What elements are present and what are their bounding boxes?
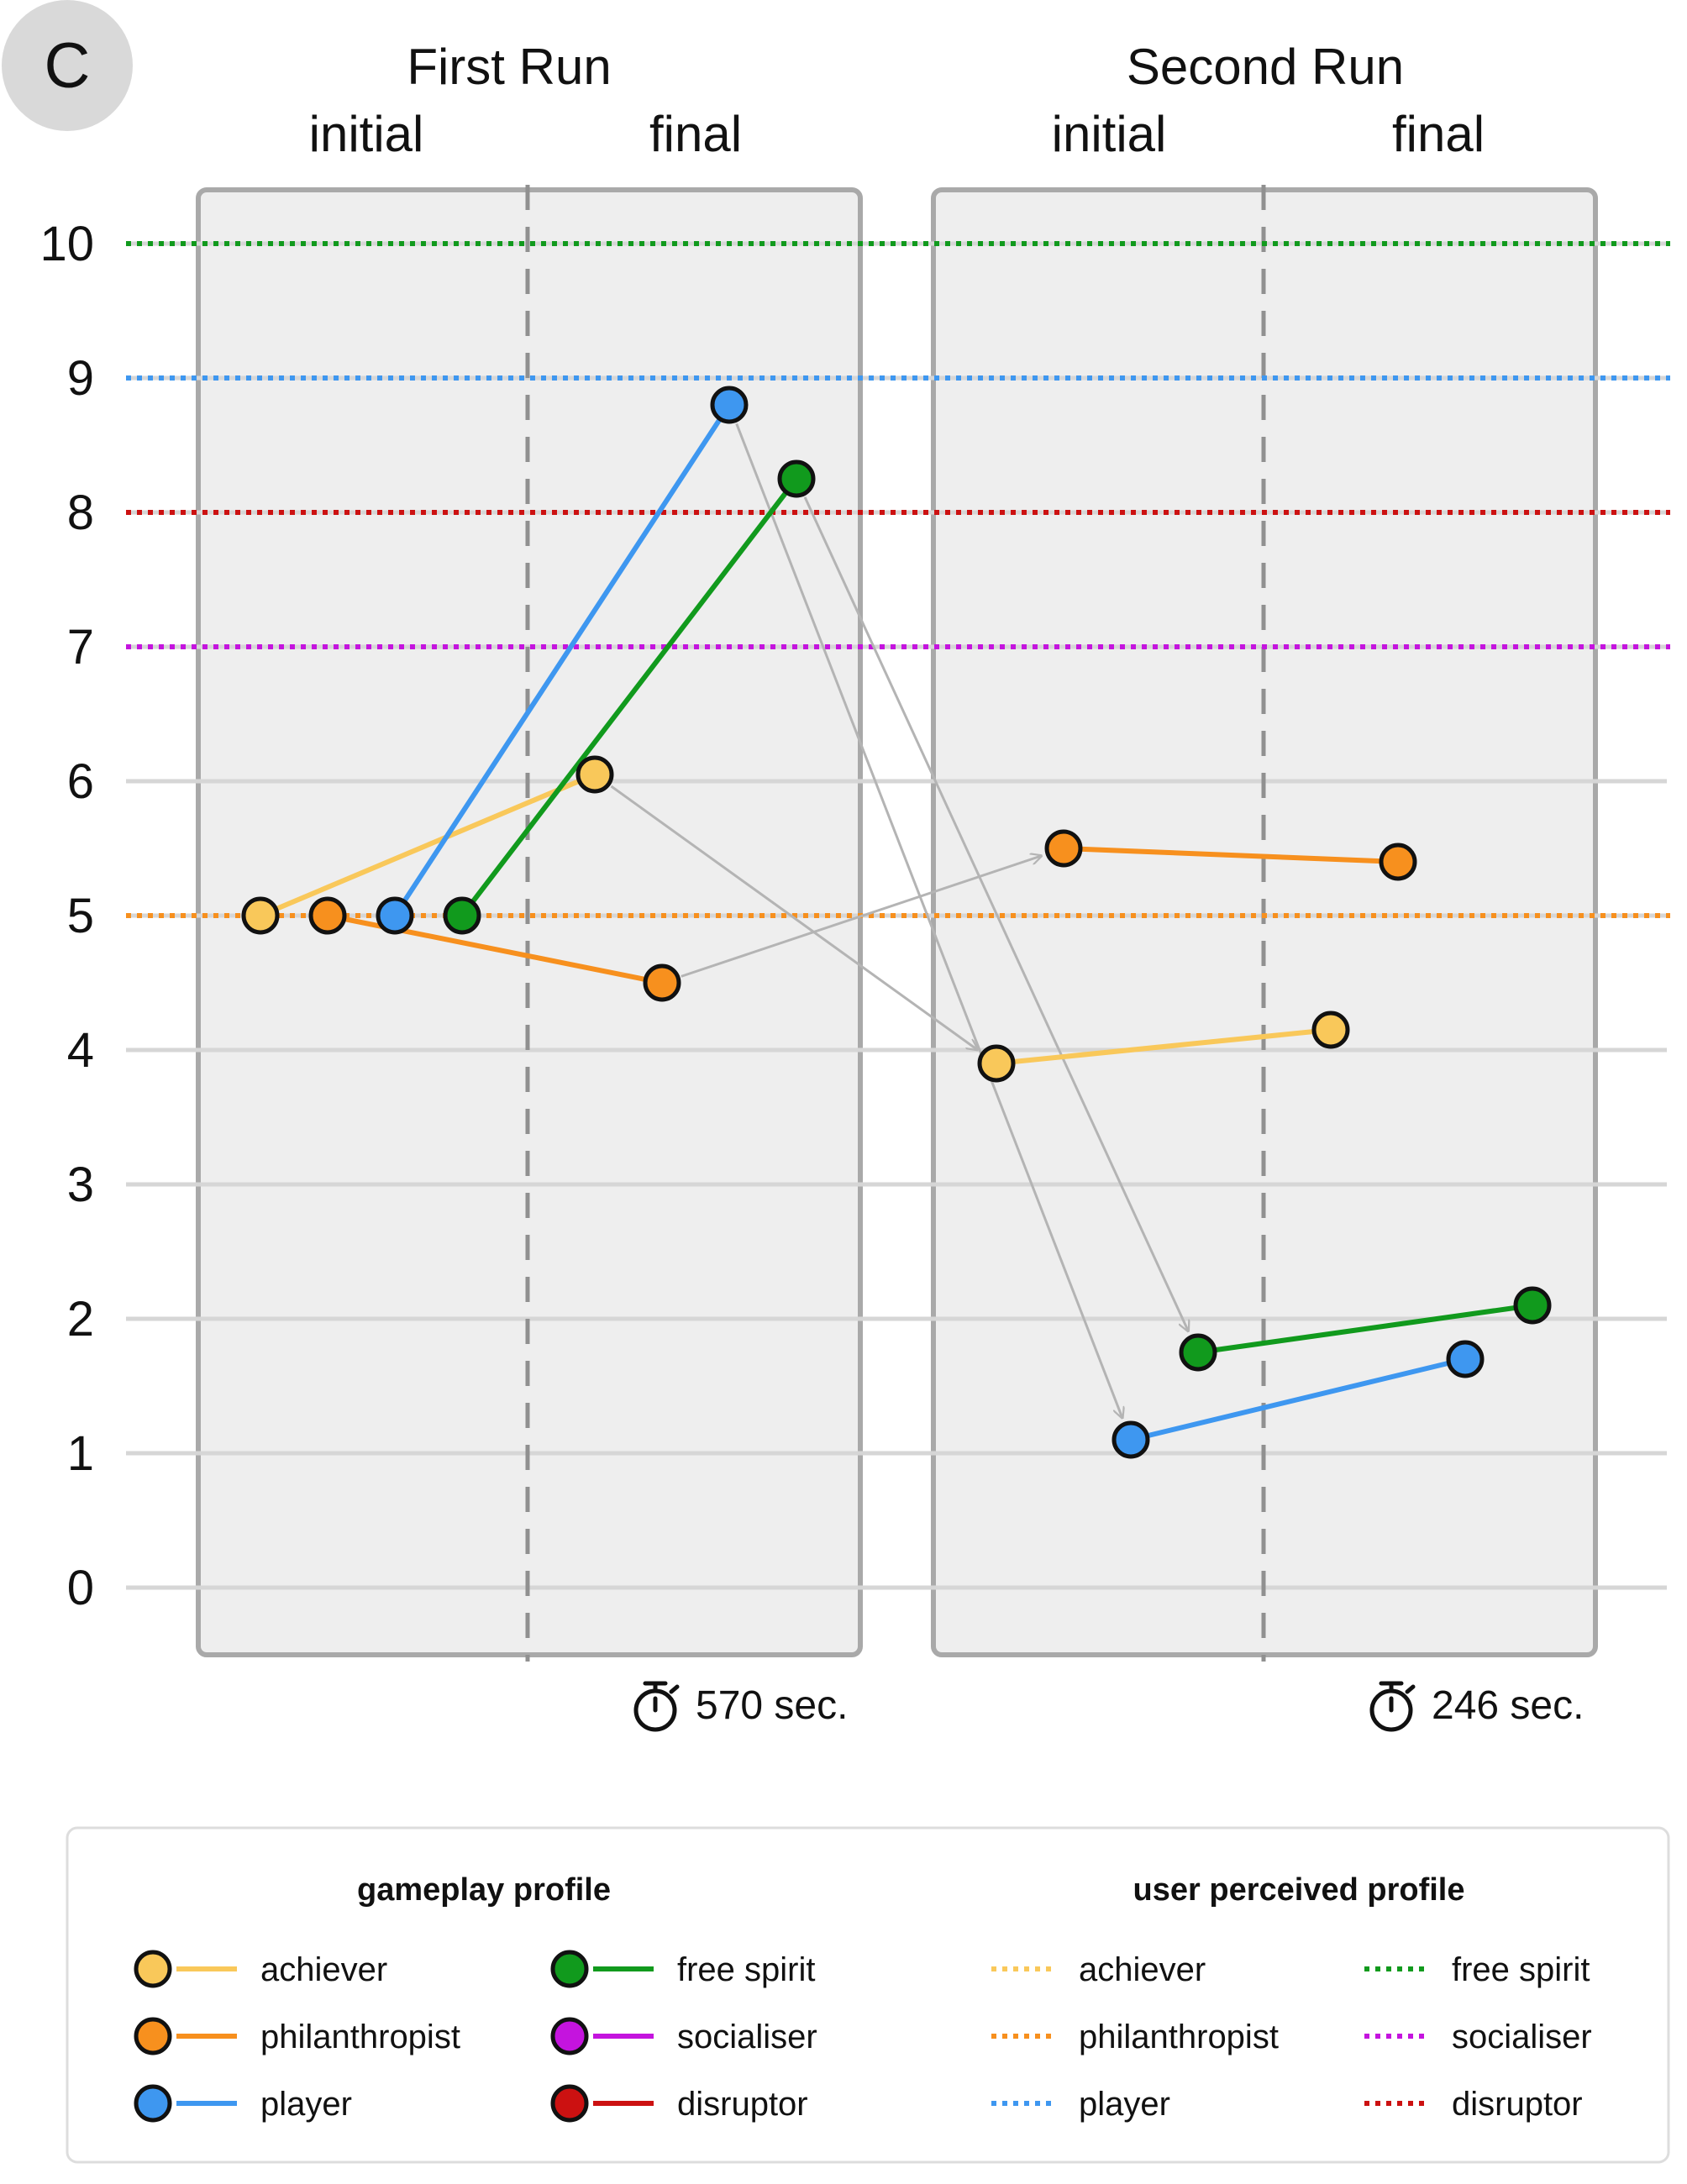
legend-gameplay-free-spirit-marker: [553, 1952, 586, 1986]
run1-final-achiever-point: [578, 758, 612, 791]
run2-final-player-point: [1448, 1342, 1482, 1376]
second-run-duration-text: 246 sec.: [1432, 1683, 1584, 1728]
y-tick-6: 6: [67, 754, 94, 809]
legend-perceived-philanthropist-label: philanthropist: [1079, 2019, 1279, 2055]
run1-initial-player-point: [378, 899, 412, 932]
run1-initial-free-spirit-point: [445, 899, 479, 932]
first-run-duration: 570 sec.: [636, 1683, 848, 1730]
run1-initial-philanthropist-point: [311, 899, 344, 932]
legend-gameplay-free-spirit-label: free spirit: [677, 1951, 816, 1988]
legend-gameplay-disruptor-marker: [553, 2087, 586, 2120]
run1-initial-achiever-point: [244, 899, 277, 932]
y-tick-7: 7: [67, 620, 94, 675]
y-tick-0: 0: [67, 1561, 94, 1615]
legend-perceived-player-label: player: [1079, 2086, 1170, 2123]
legend-gameplay-philanthropist-marker: [136, 2019, 170, 2053]
legend-perceived-socialiser-label: socialiser: [1452, 2019, 1592, 2055]
second-run-final-label: final: [1392, 106, 1485, 162]
y-tick-4: 4: [67, 1023, 94, 1078]
run1-final-philanthropist-point: [645, 966, 679, 1000]
first-run-duration-text: 570 sec.: [696, 1683, 848, 1728]
legend-gameplay-achiever-marker: [136, 1952, 170, 1986]
run2-final-philanthropist-point: [1381, 845, 1415, 879]
run2-initial-achiever-point: [980, 1047, 1013, 1080]
y-tick-2: 2: [67, 1292, 94, 1347]
stopwatch-icon: [636, 1683, 677, 1730]
second-run-title: Second Run: [1127, 39, 1404, 95]
legend-gameplay-philanthropist-label: philanthropist: [260, 2019, 460, 2055]
second-run-duration: 246 sec.: [1372, 1683, 1584, 1730]
run1-final-free-spirit-point: [780, 462, 813, 496]
legend-gameplay-player-marker: [136, 2087, 170, 2120]
legend-gameplay-achiever-label: achiever: [260, 1951, 387, 1988]
run2-initial-free-spirit-point: [1181, 1336, 1215, 1369]
first-run-final-label: final: [649, 106, 742, 162]
y-tick-1: 1: [67, 1426, 94, 1481]
first-run-initial-label: initial: [309, 106, 424, 162]
second-run-initial-label: initial: [1052, 106, 1167, 162]
legend-gameplay-disruptor-label: disruptor: [677, 2086, 808, 2123]
y-axis-ticks: 0 1 2 3 4 5 6 7 8 9 10: [39, 217, 94, 1615]
legend: gameplay profile user perceived profile …: [67, 1828, 1669, 2162]
legend-perceived-disruptor-label: disruptor: [1452, 2086, 1583, 2123]
first-run-title: First Run: [407, 39, 611, 95]
y-tick-5: 5: [67, 889, 94, 943]
legend-perceived-achiever-label: achiever: [1079, 1951, 1206, 1988]
legend-perceived-title: user perceived profile: [1133, 1872, 1465, 1908]
legend-gameplay-socialiser-marker: [553, 2019, 586, 2053]
y-tick-9: 9: [67, 351, 94, 406]
stopwatch-icon: [1372, 1683, 1413, 1730]
run2-initial-philanthropist-point: [1047, 832, 1080, 865]
legend-gameplay-socialiser-label: socialiser: [677, 2019, 817, 2055]
panel-badge: C: [2, 0, 133, 131]
y-tick-8: 8: [67, 486, 94, 540]
run2-initial-player-point: [1114, 1423, 1148, 1457]
legend-perceived-free-spirit-label: free spirit: [1452, 1951, 1590, 1988]
run1-final-player-point: [712, 388, 746, 422]
y-tick-3: 3: [67, 1158, 94, 1212]
legend-gameplay-title: gameplay profile: [357, 1872, 611, 1908]
run2-final-free-spirit-point: [1516, 1289, 1549, 1322]
panel-letter: C: [45, 30, 91, 102]
legend-gameplay-player-label: player: [260, 2086, 352, 2123]
run2-final-achiever-point: [1314, 1013, 1348, 1047]
y-tick-10: 10: [39, 217, 94, 271]
